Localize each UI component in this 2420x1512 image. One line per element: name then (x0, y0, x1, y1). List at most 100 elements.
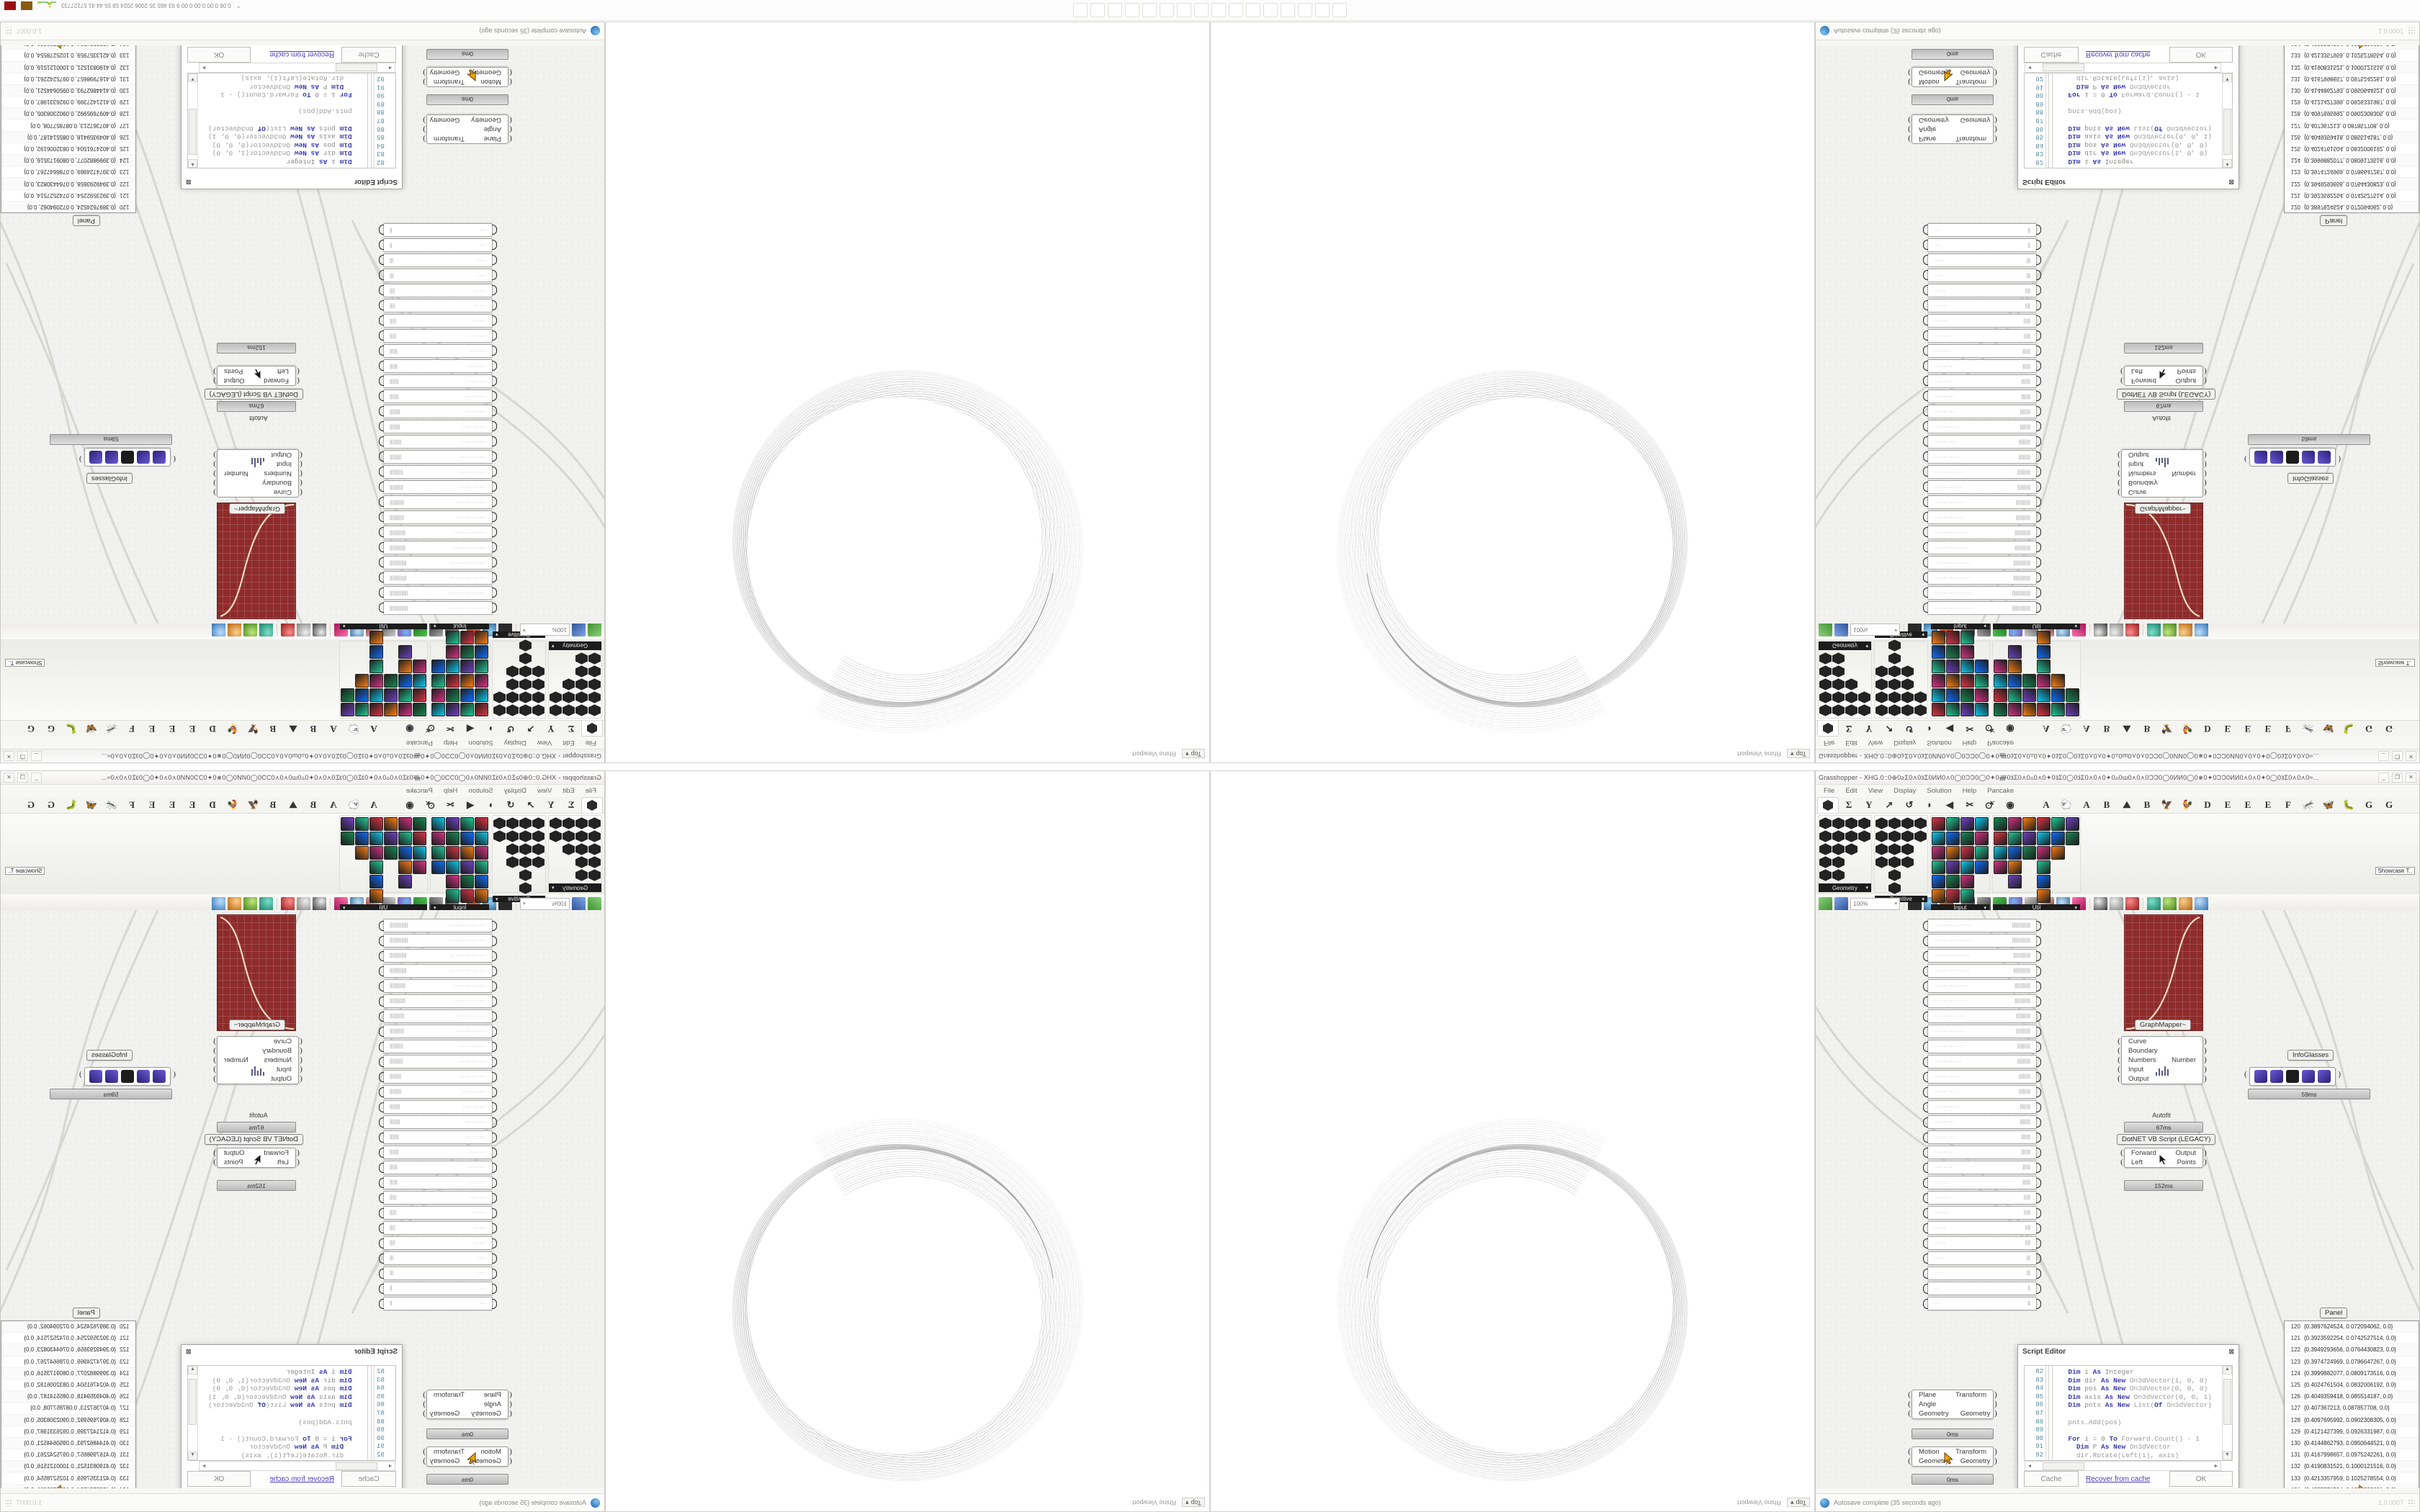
slider-nub-left[interactable] (1923, 330, 1928, 341)
slider-row[interactable]: ········ |||||| (379, 359, 497, 373)
slider-row[interactable]: ················ |||||||||||||| (379, 586, 497, 600)
component-icon[interactable] (475, 674, 488, 688)
input-nub[interactable]: ( (2118, 451, 2120, 459)
component-icon[interactable] (1888, 652, 1901, 665)
widget-ball-1-icon[interactable] (313, 896, 326, 911)
component-icon[interactable] (2008, 817, 2022, 831)
component-icon[interactable] (1901, 856, 1914, 868)
input-nub[interactable]: ( (297, 367, 300, 376)
input-nubs[interactable]: (( (2119, 366, 2125, 385)
resize-grip[interactable] (2408, 1499, 2415, 1506)
component-icon[interactable] (2008, 660, 2022, 673)
rotate-node[interactable]: Plane Transform Angle Geometry Geometry((())… (1908, 1390, 1997, 1419)
display-mode-1-icon[interactable] (2147, 896, 2161, 911)
component-icon[interactable] (506, 817, 519, 829)
menu-item-display[interactable]: Display (1894, 787, 1917, 795)
tab-glyph-0[interactable]: Σ (568, 724, 575, 734)
slider-row[interactable]: ···· ||| (1923, 253, 2041, 267)
slider-nub-left[interactable] (1923, 1057, 1928, 1067)
component-icon[interactable] (506, 856, 519, 868)
tab-category-8[interactable]: D (209, 799, 216, 810)
zoom-level-input[interactable]: 100% (1850, 624, 1900, 636)
script-editor-body[interactable]: 82 83 84 85 86 87 88 89 90 91 92 93 94 9… (187, 73, 396, 168)
ok-button[interactable]: OK (2169, 47, 2233, 63)
component-icon[interactable] (475, 832, 488, 845)
component-icon[interactable] (1858, 817, 1870, 829)
tab-glyph-4[interactable]: ◗ (488, 799, 493, 810)
input-nub[interactable]: ( (1908, 135, 1911, 143)
slider-row[interactable]: ········ ||||||| (1923, 1146, 2041, 1159)
slider-nub-left[interactable] (1923, 497, 1928, 507)
list-icon[interactable] (2302, 451, 2315, 464)
tab-category-9[interactable]: E (2224, 724, 2231, 734)
vb-script-label[interactable]: DotNET VB Script (LEGACY) (204, 1134, 303, 1145)
input-nub[interactable]: ( (300, 469, 302, 478)
ok-button[interactable]: OK (2169, 1471, 2233, 1487)
component-icon[interactable] (1876, 817, 1888, 829)
slider-row[interactable]: ·············· |||||||||||| (1923, 541, 2041, 554)
slider-nub-right[interactable] (379, 1027, 384, 1037)
slider-nub-left[interactable] (1923, 527, 1928, 537)
input-nub[interactable]: ( (509, 125, 512, 134)
slider-nub-right[interactable] (379, 572, 384, 582)
vb-script-label[interactable]: DotNET VB Script (LEGACY) (2117, 1134, 2216, 1145)
tab-category-13[interactable]: 🦟 (105, 724, 118, 734)
slider-row[interactable]: ············· ||||||||||| (379, 1009, 497, 1023)
component-icon[interactable] (1888, 856, 1901, 868)
slider-row[interactable]: ··············· ||||||||||||| (379, 556, 497, 570)
chevron-down-icon[interactable]: ▾ (552, 643, 555, 648)
input-nub[interactable]: ( (1908, 1390, 1911, 1399)
component-icon[interactable] (519, 652, 532, 665)
component-icon[interactable] (575, 843, 588, 855)
menu-bar[interactable]: File Edit View Display Solution Help Pancake (1816, 737, 2419, 749)
component-icon[interactable] (446, 817, 460, 831)
graph-mapper-label[interactable]: GraphMapper~ (2135, 503, 2192, 514)
component-icon[interactable] (1960, 817, 1974, 831)
output-nub[interactable]: ) (213, 479, 216, 487)
slider-row[interactable]: ·········· |||||||| (379, 1100, 497, 1114)
display-mode-2-icon[interactable] (243, 896, 257, 911)
chevron-down-icon[interactable]: ▾ (552, 886, 555, 891)
slider-row[interactable]: ········ ||||||| (379, 374, 497, 388)
slider-row[interactable]: ········· ||||||| (379, 1130, 497, 1144)
component-icon[interactable] (2051, 846, 2065, 860)
slider-nub-right[interactable] (379, 1193, 384, 1203)
tab-category-8[interactable]: D (209, 724, 216, 734)
component-icon[interactable] (2037, 875, 2051, 888)
component-icon[interactable] (369, 860, 383, 874)
component-icon[interactable] (588, 843, 601, 855)
slider-nub-right[interactable] (379, 921, 384, 931)
output-nub[interactable]: ) (2204, 488, 2207, 497)
tab-glyph-1[interactable]: Υ (1865, 724, 1873, 734)
input-nubs[interactable]: ((( (508, 1390, 514, 1418)
component-icon[interactable] (475, 846, 488, 860)
display-mode-4-icon[interactable] (2195, 623, 2208, 637)
component-icon[interactable] (460, 645, 474, 659)
component-icon[interactable] (413, 688, 426, 702)
slider-row[interactable]: ······· ||||| (1923, 329, 2041, 343)
tab-glyph-5[interactable]: ◀ (467, 724, 474, 734)
scroll-down-icon[interactable]: ▼ (188, 73, 197, 82)
display-mode-4-icon[interactable] (212, 623, 225, 637)
tab-category-12[interactable]: F (2285, 799, 2291, 810)
input-nubs[interactable]: (( (295, 1148, 301, 1167)
input-nub[interactable]: ( (2118, 479, 2120, 487)
input-nub[interactable]: ( (173, 455, 176, 464)
output-nub[interactable]: ) (2204, 377, 2207, 385)
slider-row[interactable]: ········ ||||||| (1923, 374, 2041, 388)
component-icon[interactable] (2037, 645, 2051, 659)
component-icon[interactable] (384, 688, 398, 702)
component-icon[interactable] (532, 843, 544, 855)
tab-category-4[interactable]: ⛰ (289, 799, 297, 810)
component-icon[interactable] (1932, 832, 1945, 845)
slider-nub-right[interactable] (379, 497, 384, 507)
component-icon[interactable] (460, 817, 474, 831)
component-icon[interactable] (355, 846, 369, 860)
menu-item-display[interactable]: Display (1894, 739, 1917, 747)
taskbar-item-window-icon[interactable] (1315, 3, 1330, 17)
slider-row[interactable]: ············· ||||||||||| (379, 1025, 497, 1038)
output-nub[interactable]: ) (1994, 78, 1997, 86)
component-icon[interactable] (369, 889, 383, 903)
component-icon[interactable] (1975, 688, 1989, 702)
component-icon[interactable] (475, 645, 488, 659)
